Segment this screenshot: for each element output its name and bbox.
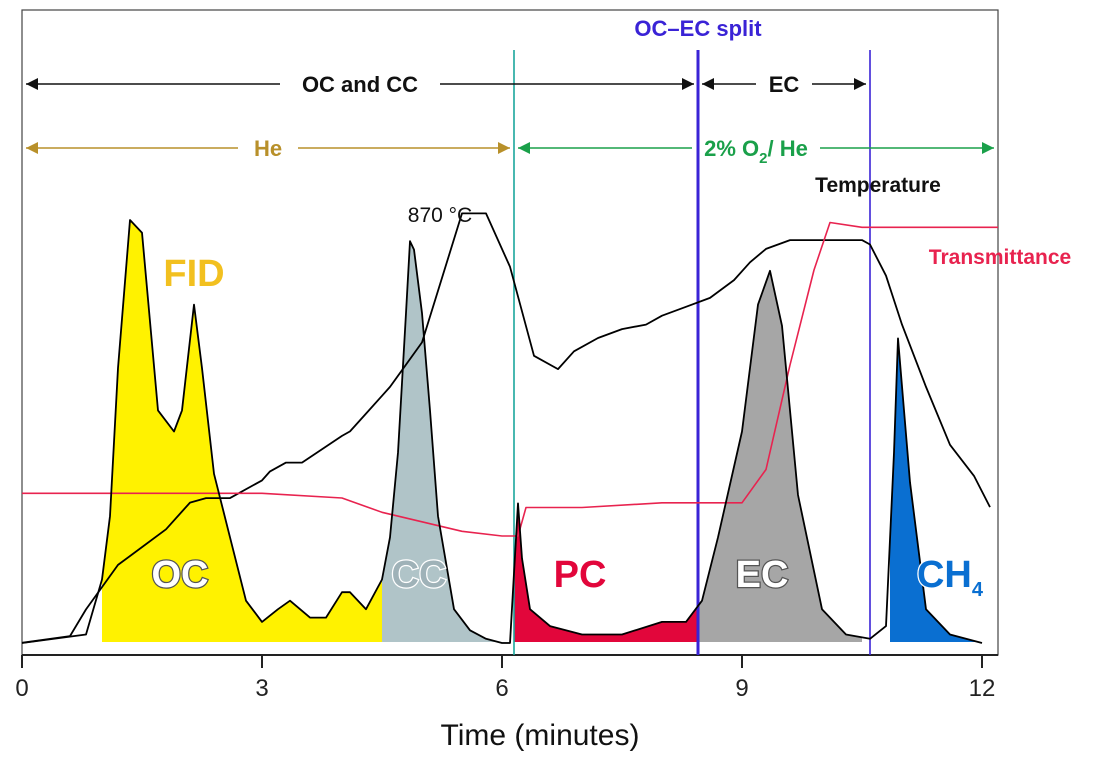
peak-label-cc: CC [392, 554, 447, 596]
arrowhead-left [26, 78, 38, 90]
vertical-markers: OC–EC split [513, 16, 871, 655]
span-label-he: He [254, 136, 282, 161]
tick-label: 3 [255, 675, 268, 702]
span-oc_cc: OC and CC [26, 72, 694, 97]
peak-label-ch4: CH4 [917, 554, 984, 601]
peak-fills [102, 220, 982, 643]
fid-label: FID [163, 253, 224, 295]
transmittance-label: Transmittance [929, 246, 1071, 269]
series-fid [21, 219, 983, 644]
tick-label: 0 [15, 675, 28, 702]
series-transmittance [22, 221, 998, 537]
fill-pc [514, 503, 698, 642]
fill-ch4 [890, 338, 982, 643]
fill-cc [382, 241, 510, 643]
tick-label: 6 [495, 675, 508, 702]
arrowhead-left [518, 142, 530, 154]
fill-ec [698, 270, 862, 642]
peak-label-pc: PC [554, 554, 607, 596]
x-axis-ticks: 0 3 6 9 12 [15, 655, 995, 702]
x-axis-label: Time (minutes) [441, 719, 640, 752]
peak-label-oc: OC [152, 554, 209, 596]
span-o2he: 2% O2/ He [518, 136, 994, 167]
arrowhead-right [854, 78, 866, 90]
span-he: He [26, 136, 510, 161]
temp-annotation: 870 °C [408, 204, 472, 227]
fill-oc [102, 220, 382, 642]
arrowhead-left [702, 78, 714, 90]
peak-label-ec: EC [736, 554, 789, 596]
tick-label: 9 [735, 675, 748, 702]
split-label: OC–EC split [634, 16, 762, 41]
tick-label: 12 [969, 675, 996, 702]
span-label-o2he: 2% O2/ He [704, 136, 808, 167]
temperature-label: Temperature [815, 174, 941, 197]
span-ec_span: EC [702, 72, 866, 97]
chart-labels: FID OC CC PC EC CH4 870 °C Temperature Transmitt… [150, 174, 1071, 602]
span-label-ec_span: EC [769, 72, 800, 97]
arrowhead-right [682, 78, 694, 90]
series-lines [21, 212, 998, 644]
span-label-oc_cc: OC and CC [302, 72, 418, 97]
arrowhead-right [498, 142, 510, 154]
series-temperature [21, 212, 991, 644]
span-arrows: OC and CC EC He 2% O2/ He [26, 72, 994, 167]
arrowhead-right [982, 142, 994, 154]
arrowhead-left [26, 142, 38, 154]
